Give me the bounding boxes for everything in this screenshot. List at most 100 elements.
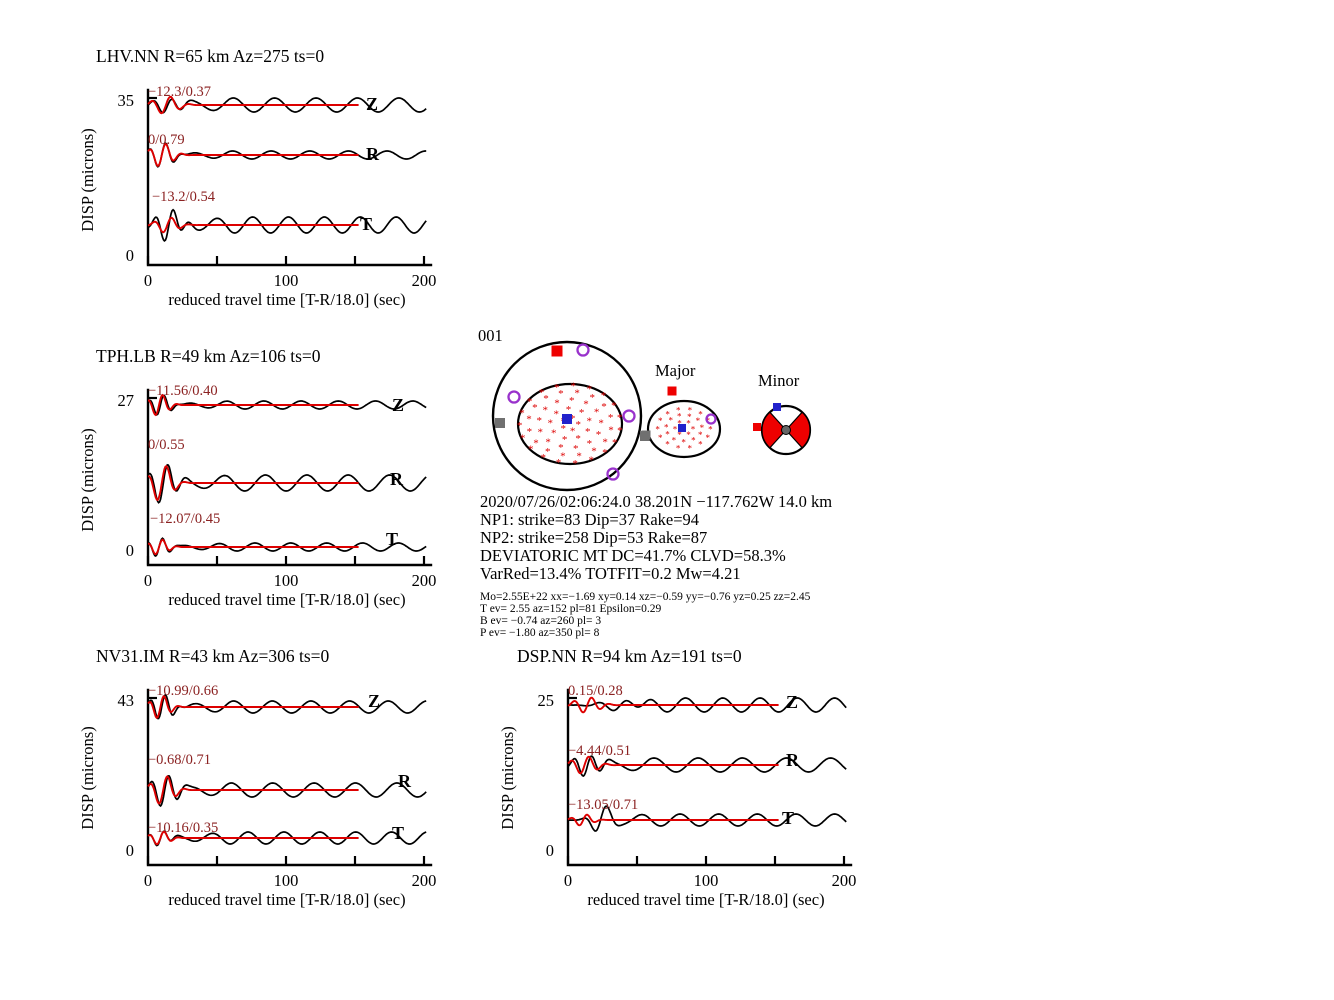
density-star: * [602, 447, 608, 459]
density-star: * [698, 440, 703, 450]
y-tick-zero: 0 [545, 841, 554, 860]
density-star: * [532, 402, 538, 414]
minor-dc-quadrant [761, 411, 787, 449]
density-star: * [583, 399, 589, 411]
p-axis-line: P ev= −1.80 az=350 pl= 8 [480, 627, 600, 639]
density-star: * [527, 426, 533, 438]
station-marker-circle [705, 413, 717, 425]
p-axis-marker [773, 403, 781, 411]
density-star: * [554, 397, 560, 409]
shift-fit-annotation: −0.68/0.71 [148, 752, 211, 768]
event-origin-line: 2020/07/26/02:06:24.0 38.201N −117.762W … [480, 492, 833, 511]
shift-fit-annotation: 0/0.55 [148, 437, 185, 453]
observed-trace [147, 208, 427, 243]
np2-line: NP2: strike=258 Dip=53 Rake=87 [480, 528, 708, 547]
density-star: * [688, 443, 693, 453]
density-star: * [526, 414, 532, 426]
density-star: * [573, 443, 579, 455]
observed-trace [147, 463, 427, 504]
density-star: * [561, 423, 567, 435]
observed-trace [147, 774, 427, 808]
synthetic-trace [147, 830, 359, 846]
density-star: * [545, 436, 551, 448]
density-star: * [691, 436, 696, 446]
axes [146, 88, 433, 267]
component-label-t: T [392, 823, 405, 843]
y-axis-label: DISP (microns) [498, 726, 517, 830]
component-label-r: R [398, 771, 411, 791]
density-star: * [528, 444, 534, 456]
waveform-plot-dsp [566, 688, 853, 867]
density-star: * [655, 424, 660, 434]
density-star: * [538, 427, 544, 439]
synthetic-trace [567, 755, 779, 775]
x-tick: 100 [273, 271, 299, 290]
density-star: * [617, 425, 623, 437]
density-star: * [517, 420, 523, 432]
station-marker-gray [495, 418, 505, 428]
x-tick: 0 [563, 871, 573, 890]
density-star: * [665, 440, 670, 450]
y-tick-max: 35 [117, 91, 135, 110]
synthetic-trace [148, 464, 359, 502]
p-axis-marker [562, 414, 572, 424]
shift-fit-annotation: −10.99/0.66 [148, 683, 219, 699]
major-dc-label: Major [655, 361, 696, 380]
density-star: * [708, 425, 713, 435]
density-star: * [543, 393, 549, 405]
x-tick: 200 [411, 571, 437, 590]
density-star: * [576, 419, 582, 431]
shift-fit-annotation: 0/0.79 [148, 132, 185, 148]
density-star: * [601, 390, 607, 402]
station-marker-red [753, 423, 761, 431]
x-axis-label: reduced travel time [T-R/18.0] (sec) [168, 290, 406, 309]
density-star: * [676, 443, 681, 453]
density-star: * [608, 412, 614, 424]
density-star: * [601, 401, 607, 413]
density-star: * [548, 418, 554, 430]
x-tick: 100 [273, 871, 299, 890]
x-axis-label: reduced travel time [T-R/18.0] (sec) [168, 590, 406, 609]
density-star: * [590, 392, 596, 404]
observed-trace [147, 693, 427, 720]
observed-trace [567, 805, 847, 832]
station-title: LHV.NN R=65 km Az=275 ts=0 [96, 46, 325, 66]
density-star: * [696, 416, 701, 426]
density-star: * [570, 413, 576, 425]
y-tick-max: 43 [117, 691, 135, 710]
b-axis-line: B ev= −0.74 az=260 pl= 3 [480, 615, 602, 627]
waveform-plot-nv31 [146, 688, 433, 867]
y-tick-max: 27 [117, 391, 135, 410]
density-star: * [562, 434, 568, 446]
x-tick: 100 [273, 571, 299, 590]
density-star: * [677, 419, 682, 429]
density-star: * [560, 451, 566, 463]
shift-fit-annotation: −13.05/0.71 [568, 797, 639, 813]
density-star: * [700, 423, 705, 433]
density-star: * [579, 407, 585, 419]
x-tick: 200 [831, 871, 857, 890]
density-star: * [585, 426, 591, 438]
density-star: * [543, 405, 549, 417]
observed-trace [568, 697, 847, 713]
y-tick-zero: 0 [125, 541, 134, 560]
component-label-z: Z [392, 395, 405, 415]
shift-fit-annotation: −12.3/0.37 [148, 84, 211, 100]
density-star: * [570, 381, 576, 393]
density-star: * [658, 416, 663, 426]
observed-trace [147, 830, 427, 847]
density-star: * [587, 383, 593, 395]
density-star: * [612, 437, 618, 449]
station-marker-red [667, 386, 677, 396]
synthetic-trace [148, 538, 359, 556]
density-star: * [570, 425, 576, 437]
x-axis-label: reduced travel time [T-R/18.0] (sec) [168, 890, 406, 909]
station-marker-circle [622, 409, 636, 423]
component-label-t: T [386, 529, 399, 549]
synthetic-trace [147, 216, 359, 234]
density-star: * [608, 425, 614, 437]
station-marker-gray [641, 430, 651, 440]
component-label-r: R [366, 144, 379, 164]
station-title: DSP.NN R=94 km Az=191 ts=0 [517, 646, 742, 666]
x-tick: 200 [411, 271, 437, 290]
